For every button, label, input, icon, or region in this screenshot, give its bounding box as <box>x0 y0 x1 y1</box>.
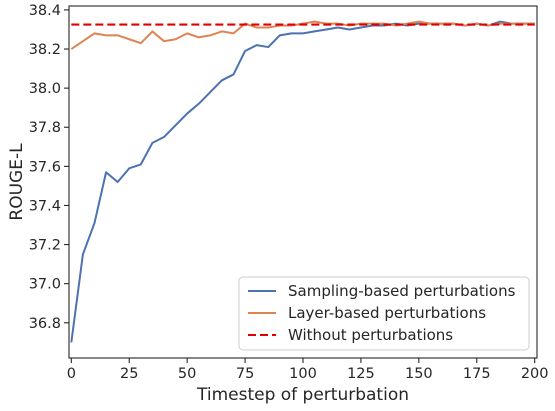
y-tick-label: 37.6 <box>29 159 61 175</box>
y-tick-label: 37.2 <box>29 238 61 254</box>
legend: Sampling-based perturbations Layer-based … <box>238 276 530 351</box>
y-tick-label: 37.8 <box>29 120 61 136</box>
y-tick-label: 38.2 <box>29 42 61 58</box>
legend-label-2: Layer-based perturbations <box>288 304 486 322</box>
legend-label-3: Without perturbations <box>288 326 453 344</box>
y-axis-label: ROUGE-L <box>7 143 27 221</box>
series-line-2 <box>70 20 535 50</box>
x-tick-label: 200 <box>521 366 549 382</box>
x-tick-label: 0 <box>67 366 76 382</box>
y-tick-label: 37.4 <box>29 198 61 214</box>
x-tick-label: 50 <box>178 366 196 382</box>
x-tick-label: 175 <box>463 366 491 382</box>
plot-area <box>70 20 535 343</box>
x-tick-label: 75 <box>236 366 254 382</box>
legend-box <box>238 276 530 351</box>
y-tick-label: 38.0 <box>29 81 61 97</box>
y-tick-label: 38.4 <box>29 3 61 19</box>
x-tick-label: 150 <box>405 366 433 382</box>
x-tick-label: 125 <box>347 366 375 382</box>
y-tick-label: 36.8 <box>29 316 61 332</box>
y-tick-label: 37.0 <box>29 277 61 293</box>
x-axis-label: Timestep of perturbation <box>196 385 409 405</box>
legend-label-1: Sampling-based perturbations <box>288 282 516 300</box>
x-tick-label: 25 <box>120 366 138 382</box>
x-tick-label: 100 <box>289 366 317 382</box>
axes: 0 25 50 75 100 125 150 175 200 36.8 37.0 37.2 37.4 37… <box>29 3 549 382</box>
